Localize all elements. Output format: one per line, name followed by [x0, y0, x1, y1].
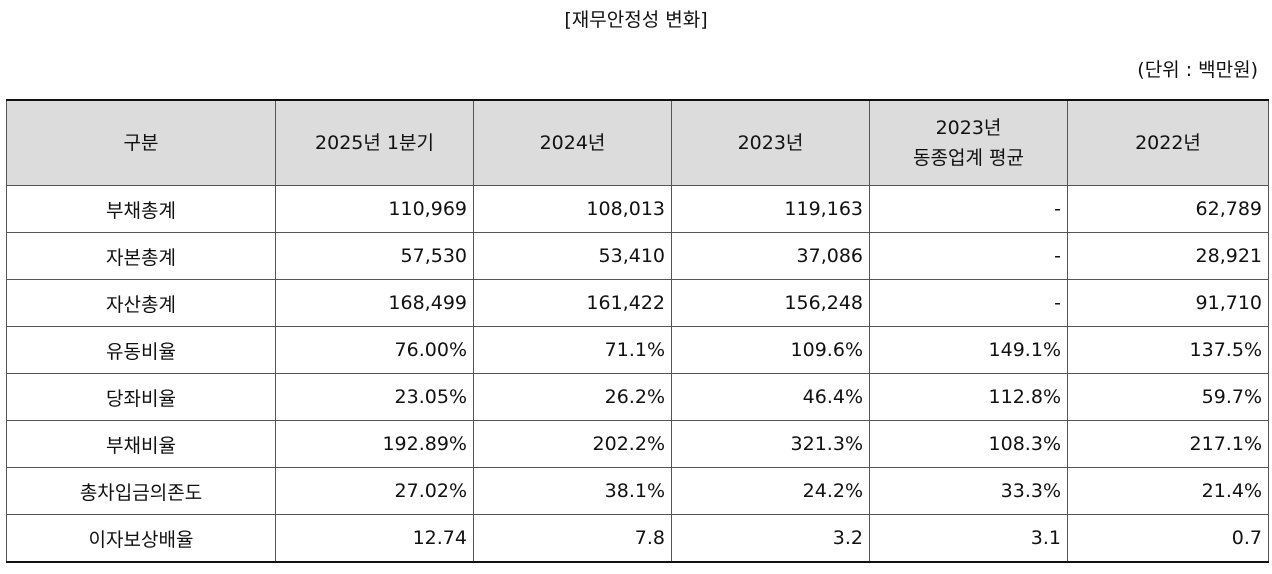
header-2024: 2024년: [473, 99, 672, 186]
table-cell: 46.4%: [671, 373, 870, 421]
table-cell: 33.3%: [869, 467, 1068, 515]
unit-note: (단위 : 백만원): [1137, 59, 1258, 81]
table-cell: 21.4%: [1067, 467, 1269, 515]
table-cell: -: [869, 279, 1068, 327]
table-cell: 3.1: [869, 514, 1068, 563]
table-row: 당좌비율 23.05% 26.2% 46.4% 112.8% 59.7%: [6, 373, 1269, 421]
header-2023-industry-label: 동종업계 평균: [913, 147, 1024, 169]
header-row: 구분 2025년 1분기 2024년 2023년 2023년 동종업계 평균 2…: [6, 99, 1269, 186]
table-cell: 38.1%: [473, 467, 672, 515]
table-cell: 108.3%: [869, 420, 1068, 468]
table-cell: 108,013: [473, 185, 672, 233]
table-cell: 76.00%: [275, 326, 474, 374]
table-cell: 71.1%: [473, 326, 672, 374]
row-label: 자본총계: [6, 232, 276, 280]
row-label: 이자보상배율: [6, 514, 276, 563]
row-label: 당좌비율: [6, 373, 276, 421]
table-cell: 91,710: [1067, 279, 1269, 327]
table-row: 자산총계 168,499 161,422 156,248 - 91,710: [6, 279, 1269, 327]
table-cell: 109.6%: [671, 326, 870, 374]
row-label: 유동비율: [6, 326, 276, 374]
table-row: 자본총계 57,530 53,410 37,086 - 28,921: [6, 232, 1269, 280]
row-label: 부채비율: [6, 420, 276, 468]
table-cell: 3.2: [671, 514, 870, 563]
table-cell: -: [869, 185, 1068, 233]
table-cell: 57,530: [275, 232, 474, 280]
table-cell: 23.05%: [275, 373, 474, 421]
header-category: 구분: [6, 99, 276, 186]
row-label: 자산총계: [6, 279, 276, 327]
table-cell: 26.2%: [473, 373, 672, 421]
table-row: 부채비율 192.89% 202.2% 321.3% 108.3% 217.1%: [6, 420, 1269, 468]
document-title: [재무안정성 변화]: [564, 9, 708, 31]
table-cell: 37,086: [671, 232, 870, 280]
table-cell: 192.89%: [275, 420, 474, 468]
table-cell: -: [869, 232, 1068, 280]
row-label: 총차입금의존도: [6, 467, 276, 515]
table-cell: 112.8%: [869, 373, 1068, 421]
header-2023-industry-average: 2023년 동종업계 평균: [869, 99, 1068, 186]
table-cell: 0.7: [1067, 514, 1269, 563]
table-cell: 202.2%: [473, 420, 672, 468]
header-2023: 2023년: [671, 99, 870, 186]
table-row: 부채총계 110,969 108,013 119,163 - 62,789: [6, 185, 1269, 233]
table-cell: 62,789: [1067, 185, 1269, 233]
table-cell: 321.3%: [671, 420, 870, 468]
table-cell: 119,163: [671, 185, 870, 233]
financial-stability-table: 구분 2025년 1분기 2024년 2023년 2023년 동종업계 평균 2…: [6, 99, 1269, 563]
table-cell: 7.8: [473, 514, 672, 563]
table-cell: 156,248: [671, 279, 870, 327]
table-cell: 24.2%: [671, 467, 870, 515]
table-cell: 149.1%: [869, 326, 1068, 374]
table-cell: 161,422: [473, 279, 672, 327]
table-cell: 53,410: [473, 232, 672, 280]
table-row: 이자보상배율 12.74 7.8 3.2 3.1 0.7: [6, 514, 1269, 563]
table-row: 유동비율 76.00% 71.1% 109.6% 149.1% 137.5%: [6, 326, 1269, 374]
table-cell: 12.74: [275, 514, 474, 563]
header-2023-industry-year: 2023년: [935, 117, 1002, 139]
table-cell: 217.1%: [1067, 420, 1269, 468]
table-cell: 59.7%: [1067, 373, 1269, 421]
header-2025-q1: 2025년 1분기: [275, 99, 474, 186]
table-cell: 27.02%: [275, 467, 474, 515]
row-label: 부채총계: [6, 185, 276, 233]
table-cell: 28,921: [1067, 232, 1269, 280]
table-cell: 137.5%: [1067, 326, 1269, 374]
table-cell: 168,499: [275, 279, 474, 327]
table-row: 총차입금의존도 27.02% 38.1% 24.2% 33.3% 21.4%: [6, 467, 1269, 515]
header-2022: 2022년: [1067, 99, 1269, 186]
table-cell: 110,969: [275, 185, 474, 233]
